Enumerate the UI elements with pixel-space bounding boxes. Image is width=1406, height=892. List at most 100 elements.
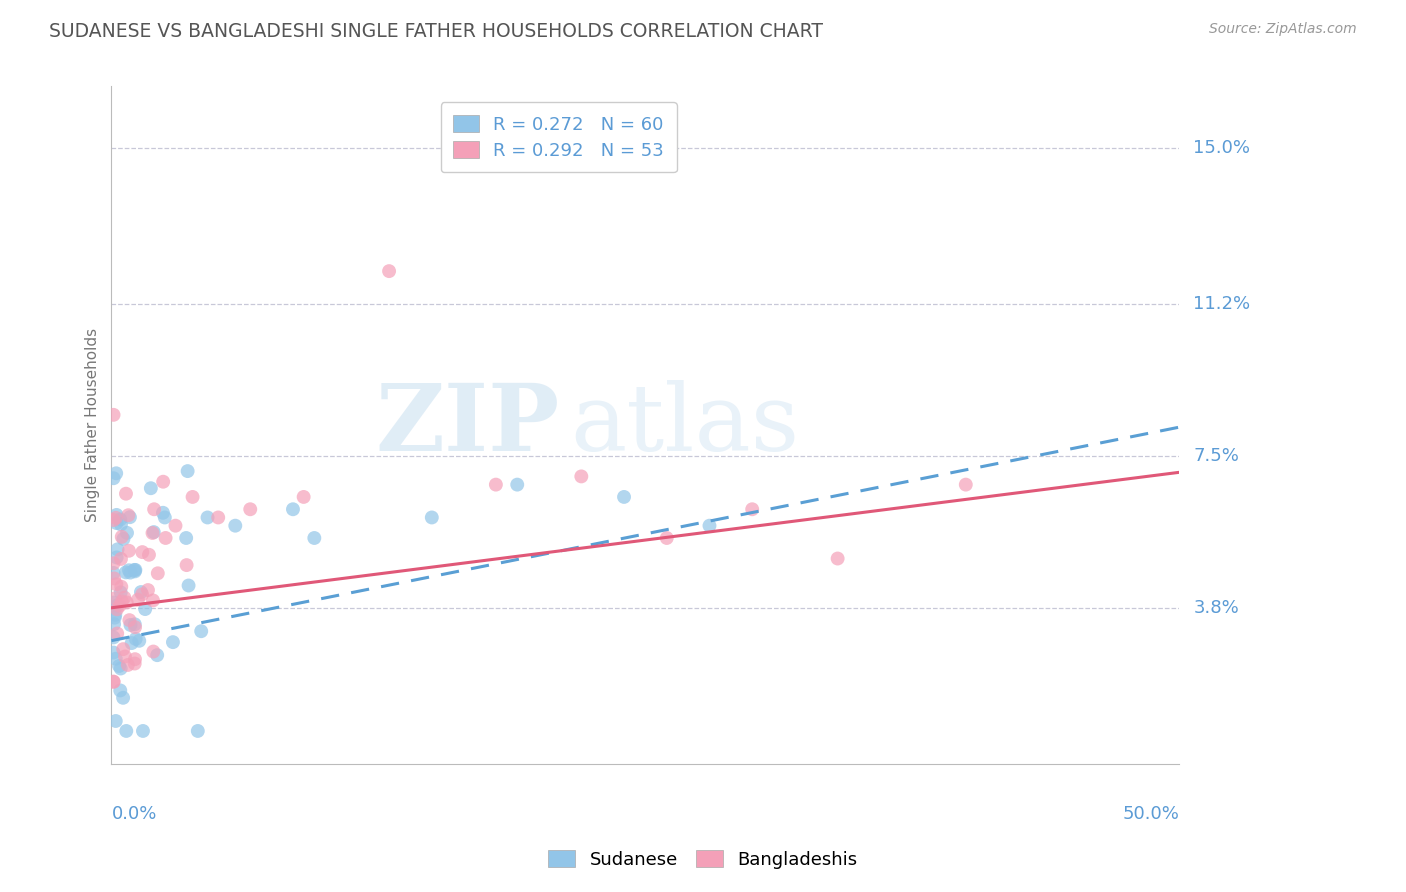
Point xyxy=(105,550,128,565)
Point xyxy=(124,563,146,577)
Point xyxy=(131,587,153,601)
Point xyxy=(103,646,125,660)
Point xyxy=(827,551,849,566)
Point xyxy=(110,683,132,698)
Text: 3.8%: 3.8% xyxy=(1194,599,1239,616)
Point xyxy=(104,610,127,624)
Point xyxy=(143,502,166,516)
Text: Source: ZipAtlas.com: Source: ZipAtlas.com xyxy=(1209,22,1357,37)
Point xyxy=(146,648,169,662)
Point xyxy=(105,467,128,481)
Legend: Sudanese, Bangladeshis: Sudanese, Bangladeshis xyxy=(541,843,865,876)
Point xyxy=(103,471,125,485)
Point xyxy=(146,566,169,581)
Point xyxy=(112,690,135,705)
Point xyxy=(115,595,138,609)
Point xyxy=(142,525,165,540)
Point xyxy=(153,510,176,524)
Point xyxy=(138,548,160,562)
Point xyxy=(124,563,146,577)
Point xyxy=(134,602,156,616)
Point xyxy=(114,649,136,664)
Point xyxy=(110,585,132,599)
Point xyxy=(103,617,125,632)
Text: SUDANESE VS BANGLADESHI SINGLE FATHER HOUSEHOLDS CORRELATION CHART: SUDANESE VS BANGLADESHI SINGLE FATHER HO… xyxy=(49,22,823,41)
Point xyxy=(131,545,153,559)
Point xyxy=(655,531,678,545)
Point xyxy=(136,583,159,598)
Point xyxy=(699,518,721,533)
Point xyxy=(132,723,155,738)
Point xyxy=(155,531,177,545)
Point xyxy=(103,556,125,570)
Point xyxy=(120,566,142,580)
Point xyxy=(115,525,138,540)
Point xyxy=(378,264,401,278)
Point xyxy=(117,508,139,523)
Point xyxy=(239,502,262,516)
Point xyxy=(117,657,139,672)
Point xyxy=(115,486,138,500)
Point xyxy=(115,566,138,580)
Point xyxy=(107,542,129,557)
Point xyxy=(129,585,152,599)
Point xyxy=(181,490,204,504)
Point xyxy=(110,517,132,532)
Point xyxy=(224,518,246,533)
Point xyxy=(281,502,304,516)
Text: atlas: atlas xyxy=(571,380,800,470)
Point xyxy=(118,613,141,627)
Point xyxy=(741,502,763,516)
Point xyxy=(176,464,198,478)
Point xyxy=(110,552,132,566)
Point xyxy=(142,644,165,658)
Point xyxy=(115,723,138,738)
Point xyxy=(105,602,128,616)
Point xyxy=(108,599,131,613)
Point xyxy=(124,620,146,634)
Point xyxy=(152,475,174,489)
Point xyxy=(569,469,592,483)
Point xyxy=(127,592,149,607)
Point xyxy=(105,508,128,522)
Text: ZIP: ZIP xyxy=(375,380,560,470)
Text: 0.0%: 0.0% xyxy=(111,805,157,823)
Text: 50.0%: 50.0% xyxy=(1122,805,1180,823)
Point xyxy=(613,490,636,504)
Point xyxy=(142,593,165,607)
Text: 15.0%: 15.0% xyxy=(1194,139,1250,157)
Point xyxy=(103,631,125,645)
Point xyxy=(304,531,326,545)
Point xyxy=(103,595,125,609)
Point xyxy=(174,531,197,545)
Point xyxy=(110,580,132,594)
Point xyxy=(111,594,134,608)
Point xyxy=(207,510,229,524)
Point xyxy=(187,723,209,738)
Point xyxy=(105,516,128,530)
Point xyxy=(118,563,141,577)
Point xyxy=(105,626,128,640)
Point xyxy=(128,633,150,648)
Point xyxy=(141,526,163,541)
Point xyxy=(118,543,141,558)
Point xyxy=(104,591,127,606)
Point xyxy=(112,532,135,546)
Point xyxy=(111,530,134,544)
Point xyxy=(190,624,212,639)
Point xyxy=(121,636,143,650)
Point xyxy=(104,651,127,665)
Point xyxy=(110,512,132,526)
Text: 11.2%: 11.2% xyxy=(1194,295,1250,313)
Point xyxy=(118,510,141,524)
Point xyxy=(124,565,146,579)
Point xyxy=(103,408,125,422)
Point xyxy=(103,513,125,527)
Point xyxy=(104,714,127,728)
Point xyxy=(114,591,136,605)
Point xyxy=(506,477,529,491)
Point xyxy=(108,659,131,673)
Point xyxy=(110,661,132,675)
Point xyxy=(955,477,977,491)
Point xyxy=(152,506,174,520)
